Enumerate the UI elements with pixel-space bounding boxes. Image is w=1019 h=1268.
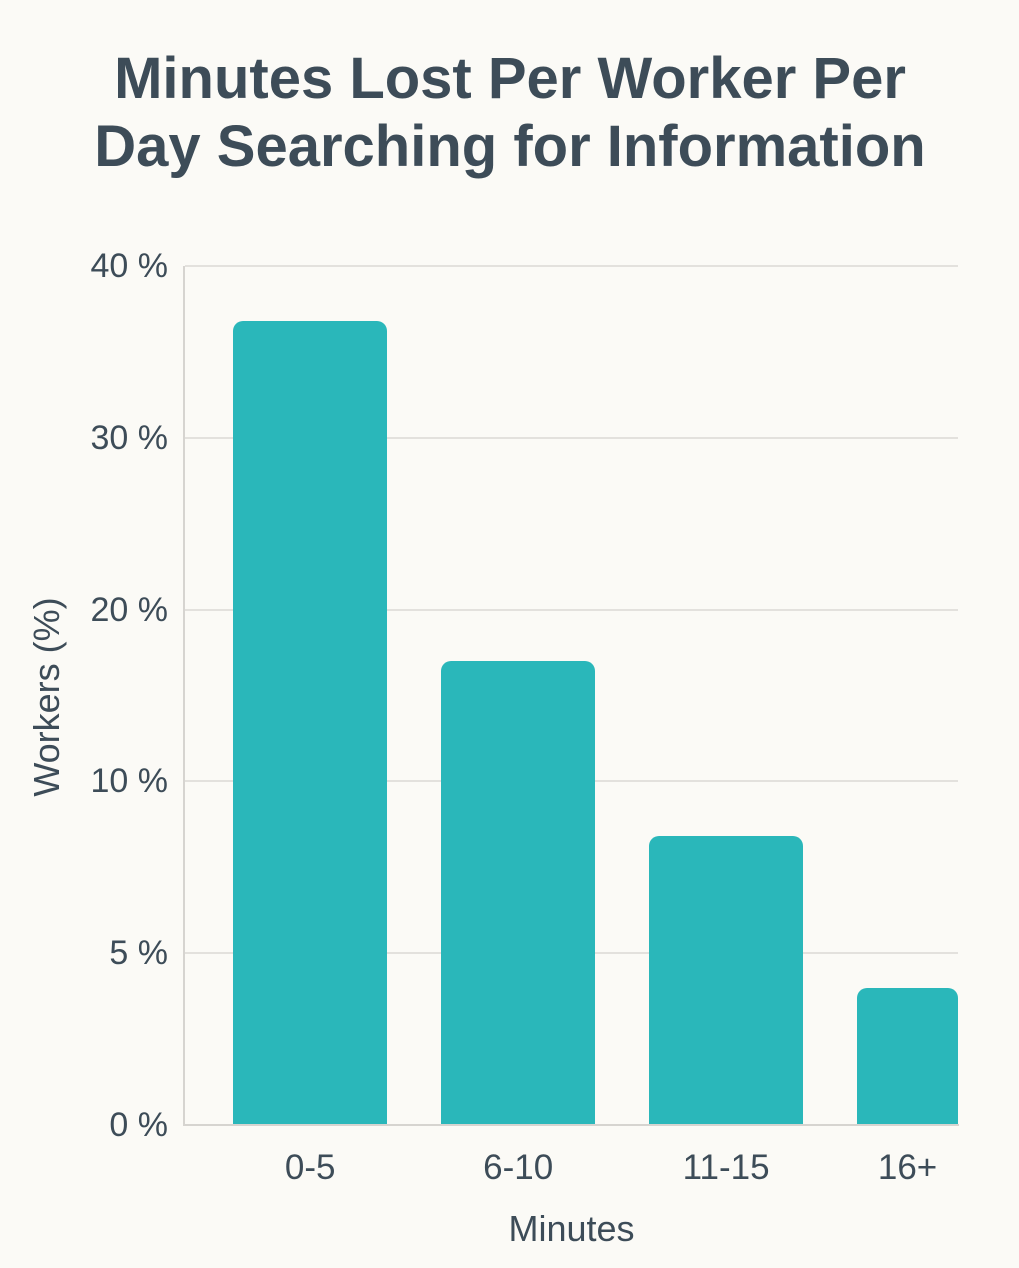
gridline-20 [185, 608, 958, 611]
y-tick-label-0: 0 % [109, 1106, 168, 1144]
plot-area [185, 265, 958, 1125]
x-tick-label-6-10: 6-10 [483, 1148, 554, 1187]
y-tick-label-20: 20 % [90, 590, 169, 629]
x-tick-label-16+: 16+ [877, 1148, 938, 1187]
gridline-30 [185, 436, 958, 439]
chart-title-line-2: Day Searching for Information [94, 113, 926, 179]
x-axis-title: Minutes [508, 1208, 635, 1249]
bar-16+ [857, 987, 958, 1125]
y-tick-label-5: 5 % [109, 934, 168, 973]
chart-title: Minutes Lost Per Worker Per Day Searchin… [30, 45, 990, 181]
gridline-40 [185, 265, 958, 267]
x-tick-label-0-5: 0-5 [284, 1148, 336, 1187]
y-tick-label-30: 30 % [90, 418, 169, 457]
chart-title-line-1: Minutes Lost Per Worker Per [114, 45, 906, 111]
x-tick-label-11-15: 11-15 [682, 1148, 770, 1187]
bar-0-5 [233, 320, 388, 1125]
y-axis-line [183, 266, 185, 1126]
bar-6-10 [441, 661, 596, 1125]
bar-11-15 [649, 836, 803, 1125]
y-tick-label-40: 40 % [90, 247, 169, 285]
x-axis-line [183, 1124, 959, 1126]
y-tick-label-10: 10 % [90, 762, 169, 801]
